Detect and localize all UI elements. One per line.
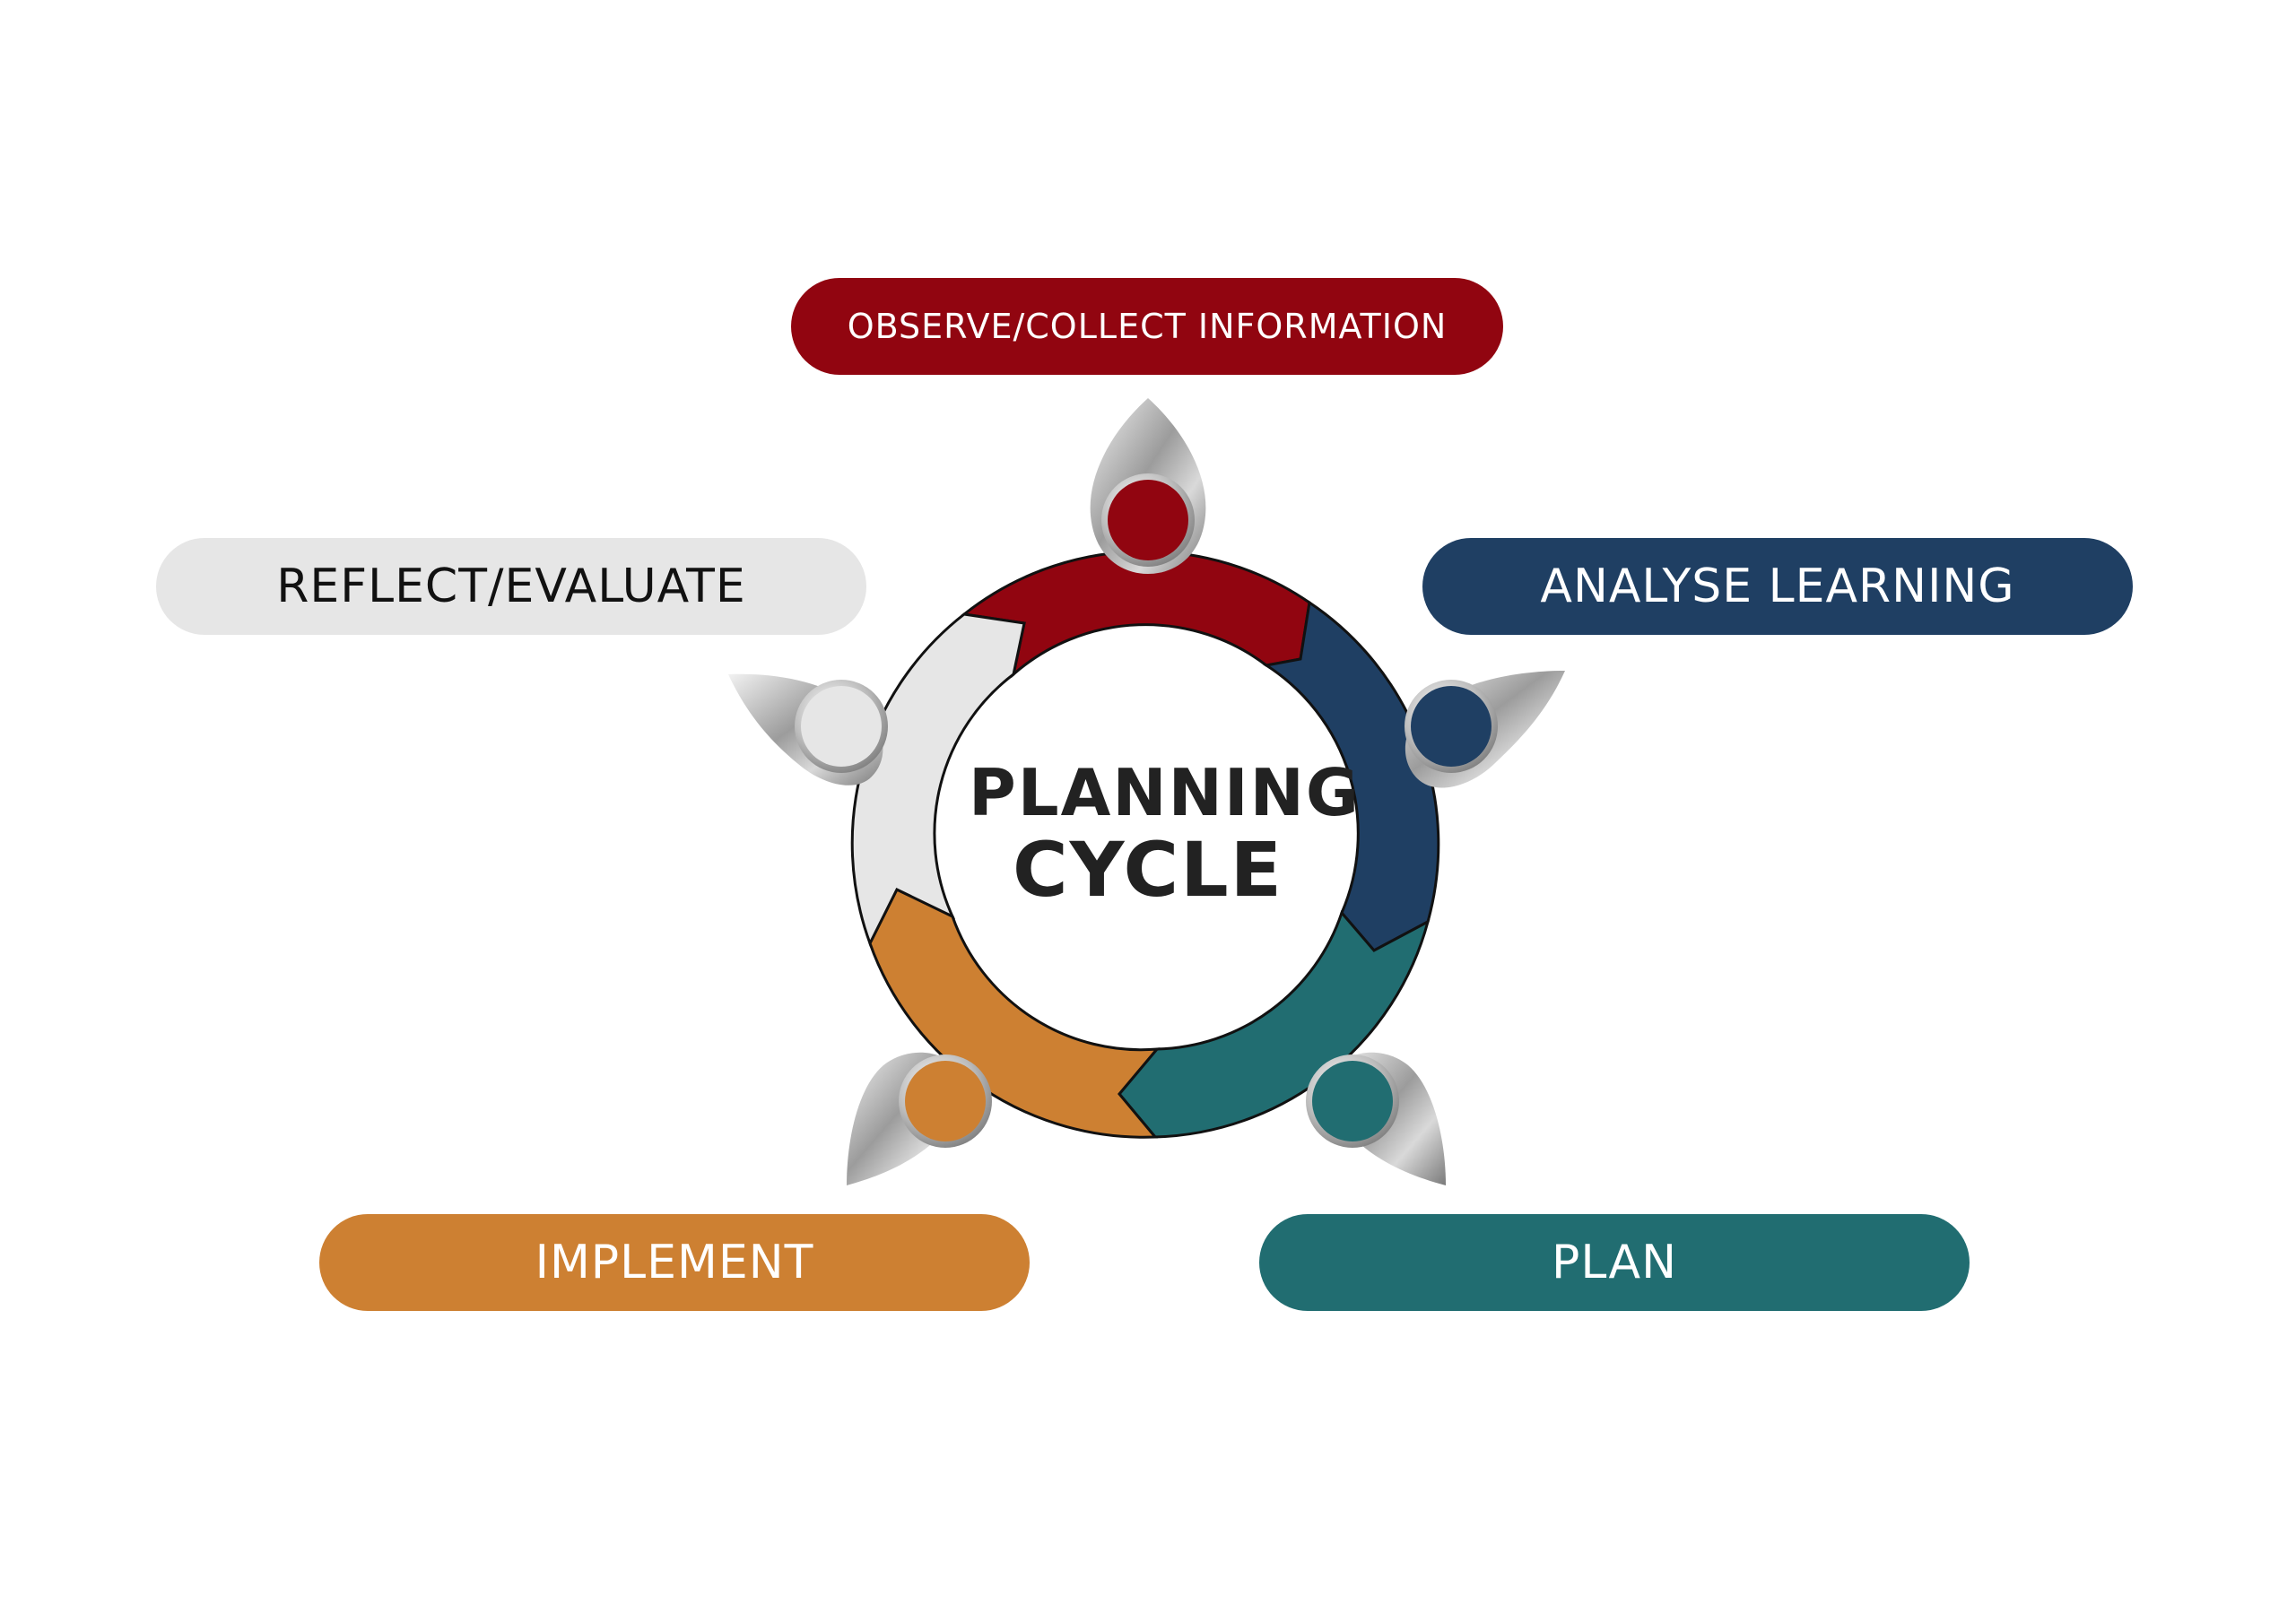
stage-analyse-learning: ANALYSE LEARNING xyxy=(1422,538,2133,635)
center-title: PLANNING CYCLE xyxy=(969,755,1361,914)
person-icon xyxy=(1306,1052,1446,1185)
stage-label: PLAN xyxy=(1552,1236,1677,1289)
stage-plan: PLAN xyxy=(1259,1214,1970,1311)
person-icon xyxy=(1090,398,1206,574)
stage-implement: IMPLEMENT xyxy=(319,1214,1030,1311)
cycle-ring xyxy=(850,550,1440,1139)
stage-label: ANALYSE LEARNING xyxy=(1540,560,2015,613)
center-title-line2: CYCLE xyxy=(1012,826,1284,914)
center-circle xyxy=(950,650,1344,1045)
segment-reflect xyxy=(850,612,1026,947)
stage-label: IMPLEMENT xyxy=(535,1236,814,1289)
person-icon xyxy=(728,673,888,785)
stage-reflect-evaluate: REFLECT/EVALUATE xyxy=(156,538,866,635)
center-title-line1: PLANNING xyxy=(969,755,1361,830)
stage-observe-collect-information: OBSERVE/COLLECT INFORMATION xyxy=(791,278,1503,375)
stage-label: REFLECT/EVALUATE xyxy=(276,560,746,613)
person-icon xyxy=(847,1052,992,1185)
person-icon xyxy=(1405,671,1565,788)
stage-label: OBSERVE/COLLECT INFORMATION xyxy=(847,307,1448,346)
